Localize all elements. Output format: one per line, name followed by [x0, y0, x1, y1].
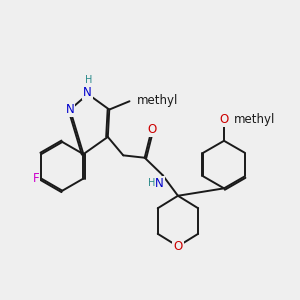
Text: N: N [83, 86, 92, 99]
Text: methyl: methyl [137, 94, 178, 106]
Text: F: F [32, 172, 39, 185]
Text: N: N [66, 103, 74, 116]
Text: methyl: methyl [0, 299, 1, 300]
Text: O: O [148, 123, 157, 136]
Text: H: H [85, 76, 92, 85]
Text: O: O [173, 240, 183, 253]
Text: H: H [148, 178, 155, 188]
Text: O: O [219, 113, 229, 127]
Text: methyl: methyl [233, 113, 275, 127]
Text: N: N [155, 177, 164, 190]
